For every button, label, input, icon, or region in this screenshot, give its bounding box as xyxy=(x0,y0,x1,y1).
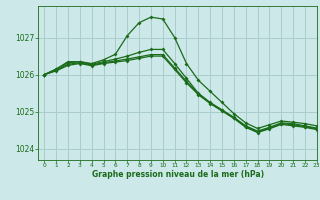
X-axis label: Graphe pression niveau de la mer (hPa): Graphe pression niveau de la mer (hPa) xyxy=(92,170,264,179)
